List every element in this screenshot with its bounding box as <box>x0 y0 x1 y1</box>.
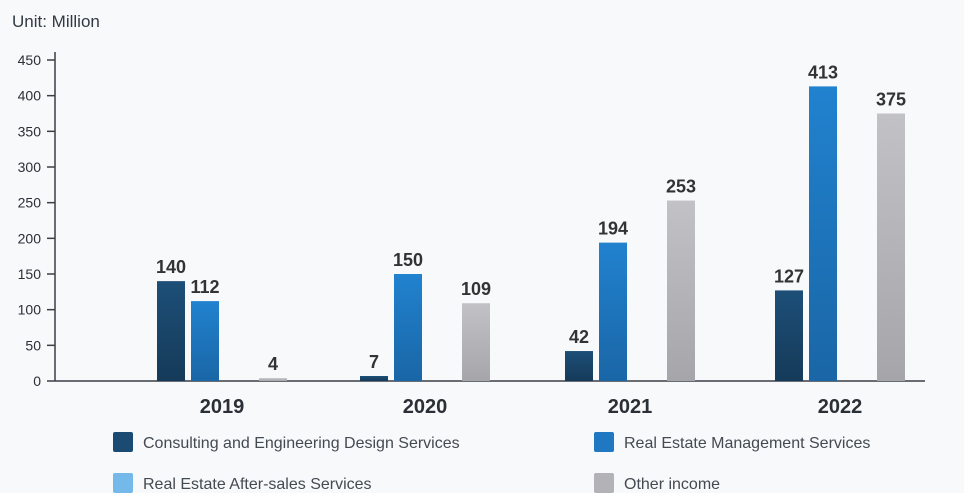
data-labels: 140 7 42 127 112 150 194 413 4 109 253 375 <box>156 62 906 374</box>
x-tick-label: 2021 <box>608 396 653 418</box>
bar <box>462 303 490 381</box>
bar <box>667 200 695 381</box>
data-label: 4 <box>268 354 278 374</box>
legend-label: Real Estate Management Services <box>624 435 870 452</box>
data-label: 413 <box>808 62 838 82</box>
data-label: 375 <box>876 90 906 110</box>
legend-swatch <box>594 473 614 493</box>
y-tick-label: 150 <box>18 266 42 282</box>
legend-swatch <box>594 432 614 452</box>
bar <box>191 301 219 381</box>
y-tick-label: 300 <box>18 159 42 175</box>
bar <box>775 290 803 381</box>
x-tick-label: 2022 <box>818 396 863 418</box>
y-tick-label: 400 <box>18 88 42 104</box>
data-label: 7 <box>369 352 379 372</box>
bar <box>809 86 837 381</box>
y-tick-label: 450 <box>18 52 42 68</box>
legend-swatch <box>113 473 133 493</box>
bar <box>360 376 388 381</box>
bars <box>157 86 905 381</box>
bar <box>599 242 627 381</box>
y-tick-label: 350 <box>18 123 42 139</box>
y-tick-label: 250 <box>18 195 42 211</box>
x-tick-label: 2019 <box>200 396 245 418</box>
legend-swatch <box>113 432 133 452</box>
data-label: 112 <box>190 277 219 297</box>
y-tick-label: 0 <box>33 373 41 389</box>
y-tick-label: 100 <box>18 302 42 318</box>
x-tick-label: 2020 <box>403 396 448 418</box>
legend-label: Consulting and Engineering Design Servic… <box>143 435 460 452</box>
legend-label: Real Estate After-sales Services <box>143 476 372 493</box>
bar <box>877 113 905 381</box>
data-label: 127 <box>774 266 804 286</box>
data-label: 150 <box>393 250 423 270</box>
legend: Consulting and Engineering Design Servic… <box>113 432 870 493</box>
unit-label: Unit: Million <box>12 12 100 31</box>
data-label: 42 <box>569 327 589 347</box>
data-label: 109 <box>461 279 491 299</box>
legend-label: Other income <box>624 476 720 493</box>
bar <box>157 281 185 381</box>
y-tick-label: 50 <box>25 337 41 353</box>
data-label: 194 <box>598 219 628 239</box>
bar <box>394 274 422 381</box>
y-tick-label: 200 <box>18 230 42 246</box>
data-label: 253 <box>666 177 696 197</box>
data-label: 140 <box>156 257 186 277</box>
bar <box>565 351 593 381</box>
bar <box>259 378 287 381</box>
